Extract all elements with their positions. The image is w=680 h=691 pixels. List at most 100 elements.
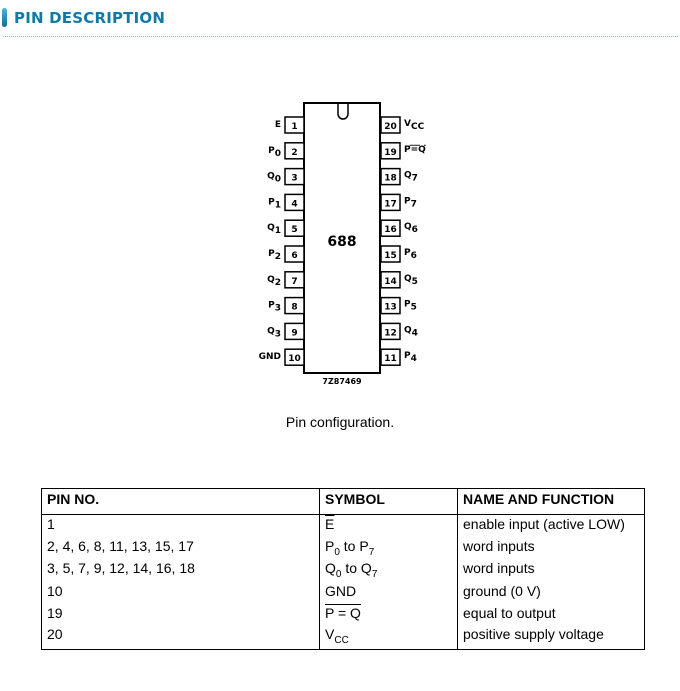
- pin-no-cell: 3, 5, 7, 9, 12, 14, 16, 18: [41, 559, 320, 583]
- pin-box: [284, 193, 305, 212]
- pin-name: P6: [404, 248, 417, 261]
- pin-number: 19: [384, 148, 397, 158]
- pin-box: [380, 348, 401, 366]
- pin-name: E: [275, 120, 281, 130]
- symbol-mid: to Q: [341, 560, 372, 577]
- header-function: NAME AND FUNCTION: [457, 488, 645, 515]
- pin-box: [284, 245, 305, 263]
- pin-name: Q3: [267, 326, 281, 339]
- pin-name: Q5: [404, 274, 418, 287]
- symbol-sub: 0: [334, 546, 340, 558]
- symbol-cell: GND: [319, 582, 458, 604]
- pin-name: GND: [259, 352, 281, 362]
- pin-box: [284, 296, 305, 315]
- pin-number: 12: [384, 328, 397, 338]
- pin-number: 15: [384, 251, 397, 261]
- drawing-code: 7Z87469: [322, 377, 362, 386]
- pin-name: P2: [268, 249, 281, 262]
- symbol-sub: CC: [334, 634, 349, 646]
- dotted-divider: [3, 36, 678, 37]
- pin-no-cell: 20: [41, 625, 320, 651]
- pin-number: 4: [291, 199, 297, 209]
- pin-number: 7: [291, 277, 297, 287]
- pin-name: P5: [404, 300, 417, 313]
- section-header: PIN DESCRIPTION: [2, 8, 165, 27]
- pin-no-cell: 1: [41, 514, 320, 537]
- pin-box: [284, 142, 305, 160]
- pin-box: [380, 322, 401, 341]
- diagram-caption: Pin configuration.: [285, 414, 395, 430]
- pin-number: 16: [384, 225, 397, 235]
- table-header-row: PIN NO. SYMBOL NAME AND FUNCTION: [41, 488, 645, 515]
- symbol-cell: VCC: [319, 625, 458, 651]
- pin-number: 11: [384, 354, 397, 364]
- table-row: 3, 5, 7, 9, 12, 14, 16, 18 Q0 to Q7 word i…: [41, 559, 645, 583]
- table-row: 20 VCC positive supply voltage: [41, 625, 645, 651]
- pin-box: [380, 116, 401, 134]
- pin-no-cell: 10: [41, 582, 320, 604]
- symbol-sub: 0: [335, 569, 342, 581]
- function-cell: positive supply voltage: [457, 625, 645, 651]
- pin-box: [284, 322, 305, 341]
- table-row: 2, 4, 6, 8, 11, 13, 15, 17 P0 to P7 word i…: [41, 536, 645, 560]
- pin-box: [284, 167, 305, 186]
- pin-name: P3: [268, 301, 281, 314]
- pin-number: 6: [291, 251, 297, 261]
- symbol-cell: Q0 to Q7: [319, 559, 458, 583]
- symbol-cell: P0 to P7: [319, 536, 458, 560]
- pin-name: VCC: [404, 119, 425, 132]
- header-symbol: SYMBOL: [319, 488, 458, 515]
- pin-number: 8: [291, 303, 297, 313]
- notch: [337, 104, 349, 120]
- pin-name: P=Q: [404, 145, 426, 155]
- pin-number: 20: [384, 122, 397, 132]
- symbol-cell: P = Q: [319, 603, 458, 626]
- pin-number: 3: [291, 174, 297, 184]
- pin-no-cell: 19: [41, 603, 320, 626]
- pin-box: [380, 142, 401, 160]
- pin-number: 17: [384, 199, 397, 209]
- pin-box: [284, 271, 305, 289]
- table-row: 19 P = Q equal to output: [41, 603, 645, 626]
- symbol-text: V: [325, 626, 335, 643]
- symbol-text: E: [325, 516, 335, 532]
- symbol-text: GND: [325, 583, 357, 600]
- pin-number: 14: [384, 277, 397, 287]
- pin-number: 10: [288, 354, 301, 364]
- pin-box: [380, 245, 401, 263]
- pin-name: P4: [404, 351, 417, 364]
- pin-box: [284, 348, 305, 366]
- pin-name: Q1: [267, 223, 281, 236]
- pin-name: P0: [268, 146, 281, 159]
- pin-box: [284, 219, 305, 237]
- pin-box: [380, 193, 401, 212]
- function-cell: ground (0 V): [457, 582, 645, 604]
- symbol-sub: 7: [371, 569, 378, 581]
- function-cell: word inputs: [457, 536, 645, 560]
- pin-number: 9: [291, 328, 297, 338]
- symbol-cell: E: [319, 514, 458, 537]
- pin-number: 18: [384, 174, 397, 184]
- pin-number: 1: [291, 122, 297, 132]
- chip-label: 688: [327, 234, 356, 250]
- header-pin-no: PIN NO.: [41, 488, 320, 515]
- symbol-mid: to P: [339, 537, 369, 554]
- pin-name: Q0: [267, 172, 281, 185]
- pin-name: Q2: [267, 275, 281, 288]
- pin-box: [380, 219, 401, 237]
- table-row: 10 GND ground (0 V): [41, 582, 645, 604]
- pin-box: [380, 167, 401, 186]
- function-cell: enable input (active LOW): [457, 514, 645, 537]
- symbol-text: P: [325, 537, 335, 554]
- pin-name: P1: [268, 197, 281, 210]
- symbol-sub: 7: [368, 546, 375, 558]
- pin-name: P7: [404, 196, 417, 209]
- pin-configuration-diagram: 688 7Z87469 1E 2 P0 3 Q0 4 P1 5 Q1 6 P2 7 Q2 8 P3 9 Q3 10 GN…: [259, 102, 426, 386]
- pin-number: 5: [291, 225, 297, 235]
- pin-name: Q7: [404, 171, 418, 184]
- pin-box: [380, 271, 401, 289]
- pin-number: 13: [384, 303, 397, 313]
- header-accent-bar: [2, 8, 7, 27]
